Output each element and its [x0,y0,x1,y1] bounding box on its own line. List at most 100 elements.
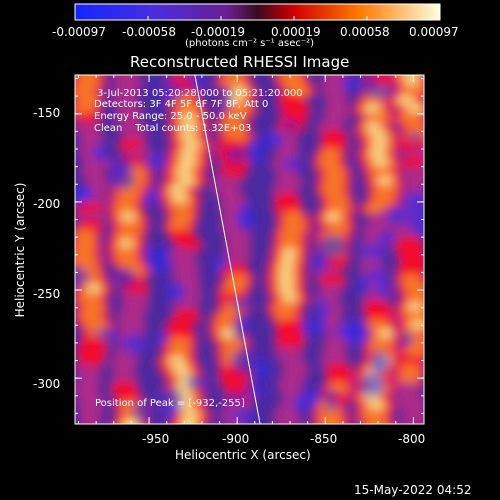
heatmap-cell [112,167,136,190]
colorbar [74,3,441,21]
heatmap-cell [324,388,338,412]
info-line-3: Clean Total counts: 1.32E+03 [94,123,252,134]
heatmap-image [70,57,438,424]
heatmap-cell [318,419,343,424]
heatmap-cell [358,274,372,295]
heatmap-cell [232,315,250,341]
heatmap-cell [393,57,438,73]
heatmap-cell [218,86,232,111]
heatmap-cell [115,268,137,288]
heatmap-cell [376,231,395,244]
heatmap-cell [78,417,102,424]
heatmap-cell [250,141,264,165]
heatmap-cell [359,374,385,397]
heatmap-cell [75,266,89,287]
heatmap-cell [397,417,424,424]
heatmap-cell [154,333,169,344]
x-tick-label-2: -850 [310,432,338,446]
heatmap-cell [370,351,389,374]
y-tick-label-2: -200 [33,197,61,211]
colorbar-label-0: -0.00097 [52,25,106,39]
heatmap-cell [365,75,378,99]
plot-area [70,57,438,424]
y-tick-label-1: -250 [33,287,61,301]
info-line-2: Energy Range: 25.0 - 50.0 keV [94,111,247,122]
heatmap-cell [160,403,180,417]
heatmap-cell [231,348,253,374]
heatmap-cell [403,59,428,71]
footer-timestamp: 15-May-2022 04:52 [354,483,472,497]
heatmap-cell [132,398,149,424]
heatmap-cell [341,76,362,91]
heatmap-cell [147,153,166,169]
heatmap-cell [160,82,185,101]
heatmap-cell [254,359,271,380]
colorbar-ticks [74,16,441,20]
heatmap-cell [371,58,398,72]
heatmap-cell [303,388,319,411]
heatmap-cell [235,205,256,231]
heatmap-cell [231,297,252,311]
heatmap-cell [397,58,433,72]
heatmap-cell [75,188,91,199]
colorbar-label-3: 0.00019 [271,25,321,39]
axes [75,75,424,424]
heatmap-cell [147,255,171,275]
heatmap-cell [228,410,256,423]
heatmap-cell [70,57,114,73]
colorbar-unit: (photons cm⁻² s⁻¹ asec⁻²) [185,38,315,49]
heatmap-cell [404,190,424,216]
limb-line [194,75,261,424]
heatmap-cell [185,375,210,390]
heatmap-cell [284,118,298,132]
heatmap-cell [282,157,302,171]
heatmap-cell [123,420,138,424]
colorbar-label-5: 0.00097 [409,25,459,39]
heatmap-cell [361,242,387,260]
heatmap-cell [275,417,305,424]
colorbar-label-4: 0.00058 [340,25,390,39]
x-tick-label-1: -900 [222,432,250,446]
heatmap-cell [181,420,196,424]
solar-limb-line [194,75,261,424]
x-axis-label: Heliocentric X (arcsec) [175,448,311,462]
heatmap-cell [74,58,109,72]
heatmap-cell [145,189,161,205]
heatmap-cell [212,257,229,271]
heatmap-cell [80,59,104,71]
heatmap-cell [318,234,346,259]
peak-position-label: Position of Peak = [-932,-255] [95,398,245,409]
heatmap-cell [111,159,135,172]
chart-title: Reconstructed RHESSI Image [130,53,350,71]
colorbar-gradient [74,3,441,21]
heatmap-cell [165,282,187,301]
plot-frame [74,74,425,425]
heatmap-cell [372,84,396,99]
y-axis-label: Heliocentric Y (arcsec) [13,182,27,318]
heatmap-cell [375,276,390,299]
y-tick-label-3: -150 [33,106,61,120]
x-tick-label-3: -800 [398,432,426,446]
heatmap-cell [368,57,402,73]
heatmap-cell [407,214,424,234]
heatmap-cell [343,320,371,346]
y-tick-label-0: -300 [33,377,61,391]
heatmap-cell [141,247,170,258]
heatmap-cell [92,143,108,162]
heatmap-cell [399,331,414,347]
heatmap-cell [224,393,247,405]
heatmap-cell [298,319,326,335]
heatmap-cell [408,131,423,143]
heatmap-cell [316,298,330,323]
info-line-0: 3-Jul-2013 05:20:28.000 to 05:21:20.000 [97,88,303,99]
colorbar-label-1: -0.00058 [122,25,176,39]
heatmap-cell [94,327,119,341]
heatmap-cell [122,333,147,355]
x-tick-label-0: -950 [142,432,170,446]
heatmap-cell [292,392,307,413]
colorbar-label-2: -0.00019 [191,25,245,39]
info-line-1: Detectors: 3F 4F 5F 6F 7F 8F, Att 0 [94,99,269,110]
heatmap-cell [227,146,243,164]
heatmap-cell [408,60,422,70]
